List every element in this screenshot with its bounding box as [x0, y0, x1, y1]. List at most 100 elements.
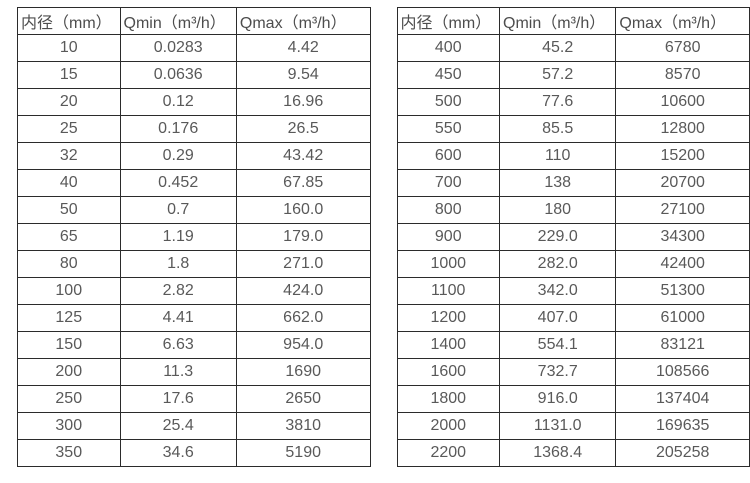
- header-row: 内径（mm） Qmin（m³/h） Qmax（m³/h）: [396, 7, 750, 35]
- table-cell: 200: [17, 358, 121, 386]
- table-cell: 67.85: [235, 169, 371, 197]
- table-cell: 700: [396, 169, 501, 197]
- table-cell: 600: [396, 142, 501, 170]
- table-row: 10 0.0283 4.42: [17, 34, 371, 62]
- column-header: Qmin（m³/h）: [119, 7, 237, 35]
- table-cell: 179.0: [235, 223, 371, 251]
- column-header: Qmax（m³/h）: [615, 7, 750, 35]
- table-row: 1000 282.0 42400: [396, 250, 750, 278]
- table-row: 1800 916.0 137404: [396, 385, 750, 413]
- table-cell: 0.7: [119, 196, 237, 224]
- table-cell: 160.0: [235, 196, 371, 224]
- table-cell: 1100: [396, 277, 501, 305]
- table-cell: 229.0: [499, 223, 617, 251]
- table-cell: 0.0283: [119, 34, 237, 62]
- table-row: 450 57.2 8570: [396, 61, 750, 89]
- column-header: 内径（mm）: [17, 7, 121, 35]
- table-row: 1100 342.0 51300: [396, 277, 750, 305]
- table-cell: 51300: [615, 277, 750, 305]
- table-cell: 20: [17, 88, 121, 116]
- table-cell: 169635: [615, 412, 750, 440]
- table-row: 300 25.4 3810: [17, 412, 371, 440]
- table-cell: 25: [17, 115, 121, 143]
- table-cell: 12800: [615, 115, 750, 143]
- table-row: 32 0.29 43.42: [17, 142, 371, 170]
- table-cell: 342.0: [499, 277, 617, 305]
- table-cell: 27100: [615, 196, 750, 224]
- table-row: 200 11.3 1690: [17, 358, 371, 386]
- column-header: 内径（mm）: [396, 7, 501, 35]
- table-cell: 1690: [235, 358, 371, 386]
- table-cell: 40: [17, 169, 121, 197]
- table-row: 2200 1368.4 205258: [396, 439, 750, 467]
- table-cell: 8570: [615, 61, 750, 89]
- table-cell: 5190: [235, 439, 371, 467]
- table-row: 800 180 27100: [396, 196, 750, 224]
- table-row: 65 1.19 179.0: [17, 223, 371, 251]
- table-cell: 954.0: [235, 331, 371, 359]
- table-cell: 34.6: [119, 439, 237, 467]
- table-cell: 42400: [615, 250, 750, 278]
- table-cell: 26.5: [235, 115, 371, 143]
- column-header: Qmax（m³/h）: [235, 7, 371, 35]
- table-row: 40 0.452 67.85: [17, 169, 371, 197]
- table-cell: 1000: [396, 250, 501, 278]
- table-cell: 800: [396, 196, 501, 224]
- table-cell: 83121: [615, 331, 750, 359]
- table-cell: 300: [17, 412, 121, 440]
- table-cell: 61000: [615, 304, 750, 332]
- column-header: Qmin（m³/h）: [499, 7, 617, 35]
- table-cell: 4.42: [235, 34, 371, 62]
- table-cell: 3810: [235, 412, 371, 440]
- table-row: 15 0.0636 9.54: [17, 61, 371, 89]
- table-row: 350 34.6 5190: [17, 439, 371, 467]
- table-cell: 20700: [615, 169, 750, 197]
- table-cell: 17.6: [119, 385, 237, 413]
- table-cell: 2200: [396, 439, 501, 467]
- table-cell: 50: [17, 196, 121, 224]
- table-cell: 554.1: [499, 331, 617, 359]
- table-row: 150 6.63 954.0: [17, 331, 371, 359]
- table-cell: 0.452: [119, 169, 237, 197]
- table-cell: 1600: [396, 358, 501, 386]
- table-cell: 271.0: [235, 250, 371, 278]
- table-row: 1600 732.7 108566: [396, 358, 750, 386]
- table-cell: 250: [17, 385, 121, 413]
- table-cell: 424.0: [235, 277, 371, 305]
- table-cell: 108566: [615, 358, 750, 386]
- table-cell: 11.3: [119, 358, 237, 386]
- table-cell: 6780: [615, 34, 750, 62]
- table-row: 600 110 15200: [396, 142, 750, 170]
- table-cell: 282.0: [499, 250, 617, 278]
- table-cell: 450: [396, 61, 501, 89]
- table-cell: 6.63: [119, 331, 237, 359]
- table-cell: 43.42: [235, 142, 371, 170]
- table-cell: 4.41: [119, 304, 237, 332]
- table-cell: 916.0: [499, 385, 617, 413]
- table-cell: 34300: [615, 223, 750, 251]
- table-cell: 16.96: [235, 88, 371, 116]
- table-row: 1200 407.0 61000: [396, 304, 750, 332]
- flow-table-large-diameters: 内径（mm） Qmin（m³/h） Qmax（m³/h） 400 45.2 6780 450…: [396, 7, 750, 467]
- table-cell: 0.12: [119, 88, 237, 116]
- table-cell: 110: [499, 142, 617, 170]
- table-row: 550 85.5 12800: [396, 115, 750, 143]
- table-cell: 138: [499, 169, 617, 197]
- table-cell: 2.82: [119, 277, 237, 305]
- table-cell: 400: [396, 34, 501, 62]
- table-row: 1400 554.1 83121: [396, 331, 750, 359]
- table-cell: 25.4: [119, 412, 237, 440]
- table-row: 80 1.8 271.0: [17, 250, 371, 278]
- table-cell: 9.54: [235, 61, 371, 89]
- table-cell: 10600: [615, 88, 750, 116]
- table-cell: 2000: [396, 412, 501, 440]
- table-cell: 1368.4: [499, 439, 617, 467]
- table-cell: 350: [17, 439, 121, 467]
- table-cell: 32: [17, 142, 121, 170]
- table-cell: 0.176: [119, 115, 237, 143]
- table-cell: 550: [396, 115, 501, 143]
- table-cell: 137404: [615, 385, 750, 413]
- table-cell: 10: [17, 34, 121, 62]
- table-cell: 407.0: [499, 304, 617, 332]
- table-cell: 1.19: [119, 223, 237, 251]
